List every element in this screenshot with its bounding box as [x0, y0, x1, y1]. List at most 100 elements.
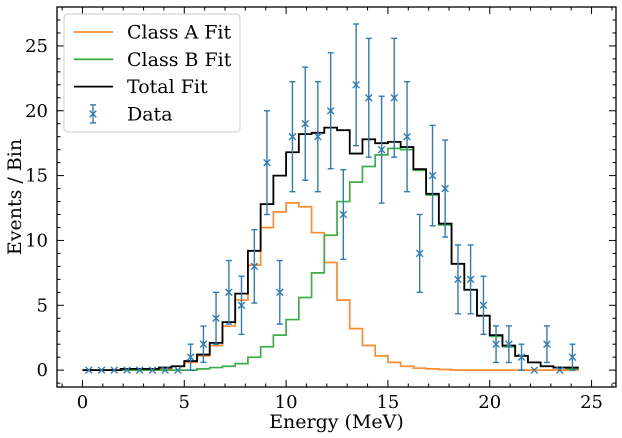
x-marker — [339, 210, 348, 219]
x-tick-label: 25 — [580, 392, 603, 413]
x-marker — [390, 93, 399, 102]
y-tick-label: 15 — [25, 166, 48, 187]
data-point — [225, 259, 233, 325]
data-point — [135, 366, 144, 374]
y-tick-label: 25 — [25, 36, 48, 57]
legend-item-class-a-fit: Class A Fit — [74, 22, 232, 44]
data-point — [275, 259, 284, 325]
x-marker — [275, 288, 284, 297]
x-marker — [352, 81, 360, 89]
x-marker — [492, 340, 500, 348]
x-axis-label: Energy (MeV) — [269, 411, 404, 433]
x-marker — [568, 353, 577, 361]
x-marker — [237, 301, 246, 310]
legend-item-data: Data — [89, 103, 173, 125]
x-tick-label: 5 — [179, 392, 190, 413]
data-layer — [84, 23, 577, 374]
ticks-layer: 0 5 10 15 20 25 0 5 10 15 20 25 — [25, 6, 616, 413]
y-tick-label: 0 — [37, 360, 48, 381]
class-b-fit-line — [82, 147, 579, 371]
data-point — [517, 343, 526, 371]
x-marker — [543, 340, 551, 348]
data-point — [377, 95, 386, 204]
total-fit-line — [82, 126, 579, 372]
x-tick-label: 10 — [275, 392, 298, 413]
x-marker — [403, 132, 411, 141]
data-point — [403, 81, 411, 193]
x-marker — [250, 262, 259, 271]
data-point — [237, 275, 246, 336]
legend-label: Data — [127, 103, 173, 125]
x-marker — [314, 132, 322, 141]
y-tick-label: 5 — [37, 295, 48, 316]
x-marker — [466, 275, 475, 284]
x-marker — [454, 275, 462, 284]
data-point — [466, 244, 475, 315]
data-point — [314, 81, 322, 193]
series-layer — [82, 126, 579, 372]
x-marker — [555, 366, 564, 374]
data-point — [428, 124, 437, 227]
data-point — [505, 325, 513, 364]
x-marker — [479, 301, 488, 310]
data-point — [326, 52, 335, 170]
data-point — [97, 366, 106, 374]
data-point — [212, 291, 220, 345]
x-marker — [428, 171, 437, 180]
data-point — [123, 366, 131, 374]
data-point — [174, 366, 182, 374]
legend: Class A Fit Class B Fit Total Fit Data — [63, 13, 241, 133]
x-marker — [148, 366, 157, 374]
data-point — [415, 213, 424, 294]
x-marker — [135, 366, 144, 374]
x-marker — [161, 366, 169, 374]
x-marker — [123, 366, 131, 374]
data-point — [250, 228, 259, 304]
data-point — [543, 325, 551, 364]
data-point — [454, 244, 462, 315]
x-marker — [186, 353, 195, 361]
data-point — [84, 366, 93, 374]
x-marker — [441, 184, 449, 193]
data-point — [530, 366, 539, 374]
data-point — [568, 343, 577, 371]
data-point — [110, 366, 119, 374]
y-tick-label: 10 — [25, 230, 48, 251]
x-marker — [225, 288, 233, 297]
legend-marker — [89, 110, 97, 118]
data-point — [390, 37, 399, 158]
x-marker — [288, 132, 297, 141]
legend-item-class-b-fit: Class B Fit — [74, 49, 232, 71]
legend-label: Total Fit — [127, 76, 208, 98]
x-marker — [377, 145, 386, 154]
data-point — [492, 325, 500, 364]
plot-area — [82, 23, 579, 374]
x-tick-label: 15 — [376, 392, 399, 413]
y-axis-label: Events / Bin — [4, 139, 26, 255]
data-point — [148, 366, 157, 374]
data-point — [339, 168, 348, 261]
legend-label: Class A Fit — [127, 22, 232, 44]
x-marker — [364, 93, 373, 102]
data-point — [263, 110, 271, 216]
x-marker — [199, 340, 208, 348]
data-point — [352, 23, 360, 147]
x-marker — [97, 366, 106, 374]
data-point — [479, 275, 488, 336]
legend-label: Class B Fit — [127, 49, 232, 71]
data-point — [161, 366, 169, 374]
x-marker — [517, 353, 526, 361]
data-point — [301, 66, 310, 181]
x-marker — [110, 366, 119, 374]
plot-frame — [56, 6, 617, 388]
x-tick-label: 0 — [77, 392, 88, 413]
y-tick-label: 20 — [25, 101, 48, 122]
x-marker — [84, 366, 93, 374]
x-marker — [415, 249, 424, 258]
x-tick-label: 20 — [478, 392, 501, 413]
legend-item-total-fit: Total Fit — [74, 76, 208, 98]
x-marker — [505, 340, 513, 348]
data-point — [441, 139, 449, 238]
data-point — [555, 366, 564, 374]
